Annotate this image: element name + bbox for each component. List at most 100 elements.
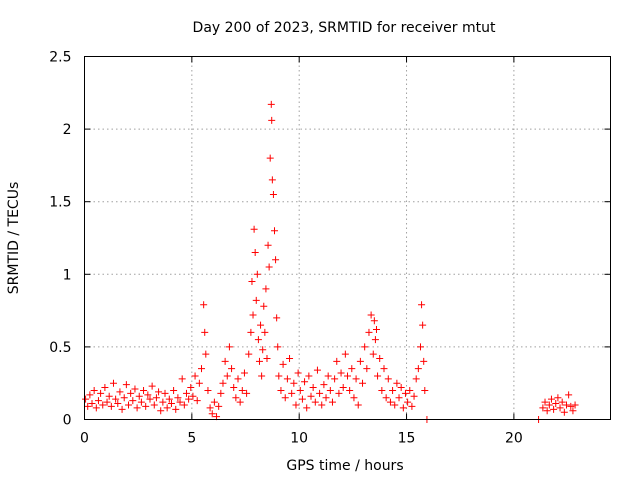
data-point-marker [267,100,275,108]
data-point-marker [238,386,246,394]
data-point-marker [395,394,403,402]
data-point-marker [298,395,306,403]
data-point-marker [92,404,100,412]
data-point-marker [341,350,349,358]
data-point-marker [261,328,269,336]
data-point-marker [86,391,94,399]
data-point-marker [159,398,167,406]
data-point-marker [90,386,98,394]
data-point-marker [251,249,259,257]
data-point-marker [271,227,279,235]
data-point-marker [359,379,367,387]
data-point-marker [125,401,133,409]
data-point-marker [286,355,294,363]
data-point-marker [257,321,265,329]
data-point-marker [554,394,562,402]
data-point-marker [296,386,304,394]
data-point-marker [202,350,210,358]
data-point-marker [107,402,115,410]
data-point-marker [118,405,126,413]
plot-frame [84,56,611,420]
data-point-marker [281,394,289,402]
data-point-marker [412,375,420,383]
data-point-marker [248,278,256,286]
data-point-marker [562,401,570,409]
data-point-marker [273,314,281,322]
data-point-marker [264,241,272,249]
data-point-marker [129,397,137,405]
data-point-marker [150,401,158,409]
data-point-marker [307,392,315,400]
data-point-marker [135,392,143,400]
data-point-marker [236,398,244,406]
data-point-marker [201,328,209,336]
data-point-marker [176,398,184,406]
data-point-marker [303,404,311,412]
data-point-marker [140,386,148,394]
data-point-marker [545,401,553,409]
data-point-marker [263,355,271,363]
data-point-marker [344,372,351,380]
data-point-marker [148,382,156,390]
y-tick-label: 1.5 [49,195,71,211]
data-point-marker [182,389,190,397]
data-point-marker [311,398,319,406]
data-point-marker [565,391,573,399]
data-point-marker [569,407,577,415]
data-point-marker [191,372,199,380]
data-point-marker [157,407,165,415]
data-point-marker [221,357,229,365]
data-point-marker [193,397,201,405]
data-point-marker [268,176,276,184]
data-point-marker [331,375,339,383]
data-point-marker [274,343,282,351]
data-point-marker [109,379,117,387]
data-point-marker [365,328,373,336]
data-point-marker [189,392,197,400]
data-point-marker [249,311,257,319]
data-point-marker [165,395,173,403]
data-point-marker [292,401,300,409]
data-point-marker [339,384,347,392]
data-point-marker [187,384,195,392]
data-point-marker [230,384,238,392]
data-point-marker [372,325,380,333]
data-point-marker [265,263,273,271]
x-tick-label: 20 [505,431,523,447]
data-point-marker [262,285,270,293]
chart-title: Day 200 of 2023, SRMTID for receiver mtu… [193,20,496,36]
y-tick-label: 2.5 [49,50,71,66]
data-point-marker [541,398,549,406]
data-point-marker [258,372,266,380]
data-point-marker [397,384,405,392]
data-point-marker [416,343,424,351]
data-point-marker [369,350,377,358]
data-point-marker [382,394,390,402]
data-point-marker [550,405,558,413]
data-point-marker [393,379,401,387]
data-point-marker [294,369,302,377]
data-point-marker [155,388,163,396]
data-point-marker [120,394,128,402]
data-point-marker [313,366,321,374]
data-point-marker [414,365,422,373]
data-point-marker [198,365,206,373]
data-point-marker [161,389,169,397]
data-point-marker [539,404,547,412]
data-point-marker [114,400,122,408]
data-point-marker [240,369,248,377]
data-point-marker [253,270,261,278]
data-point-marker [279,360,287,368]
data-point-marker [419,321,427,329]
data-point-marker [97,389,105,397]
data-point-marker [309,384,317,392]
data-point-marker [84,402,92,410]
data-point-marker [361,343,369,351]
data-point-marker [350,394,358,402]
y-tick-label: 0 [63,413,72,429]
x-axis-title: GPS time / hours [286,458,403,474]
data-point-marker [94,397,102,405]
data-point-marker [352,375,360,383]
data-point-marker [283,375,291,383]
